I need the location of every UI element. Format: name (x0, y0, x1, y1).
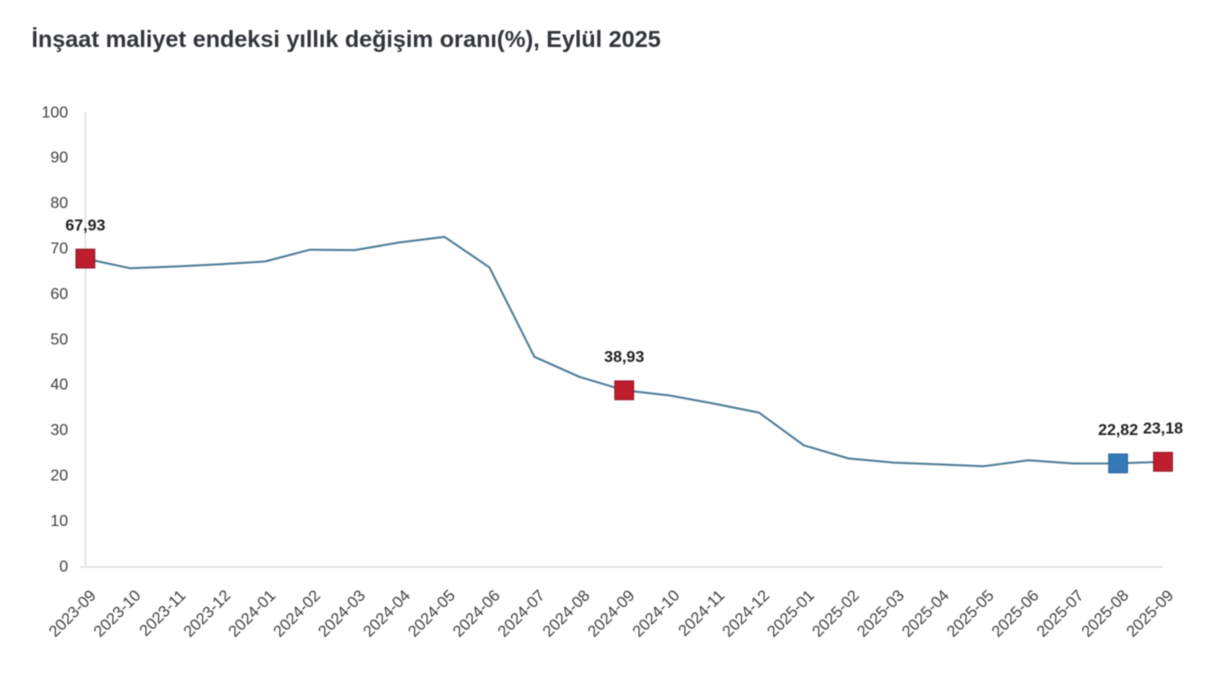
svg-text:38,93: 38,93 (604, 349, 644, 366)
svg-text:22,82: 22,82 (1098, 422, 1138, 439)
svg-text:40: 40 (50, 377, 68, 394)
svg-text:70: 70 (50, 241, 68, 258)
svg-text:0: 0 (59, 558, 68, 575)
svg-text:100: 100 (41, 104, 68, 121)
svg-text:80: 80 (50, 195, 68, 212)
svg-text:30: 30 (50, 422, 68, 439)
svg-text:60: 60 (50, 286, 68, 303)
svg-text:İnşaat maliyet endeksi yıllık: İnşaat maliyet endeksi yıllık değişim or… (32, 26, 661, 52)
svg-text:10: 10 (50, 513, 68, 530)
svg-text:23,18: 23,18 (1143, 420, 1183, 437)
svg-text:90: 90 (50, 150, 68, 167)
svg-text:67,93: 67,93 (65, 218, 105, 235)
svg-text:50: 50 (50, 331, 68, 348)
svg-text:20: 20 (50, 468, 68, 485)
